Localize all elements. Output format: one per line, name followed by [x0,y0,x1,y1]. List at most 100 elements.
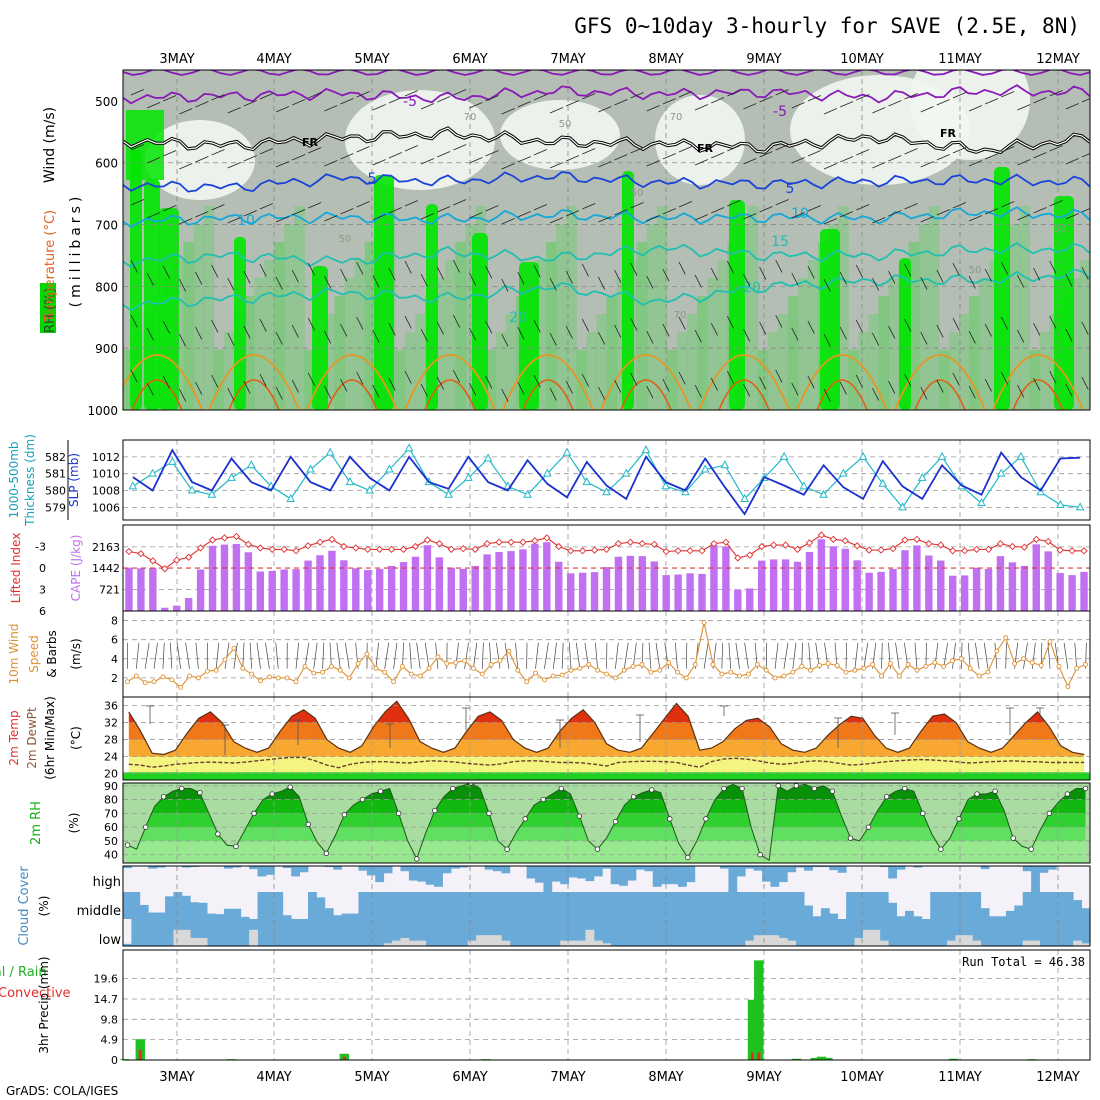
wind-barb [791,272,799,286]
rh-moist-column [596,314,607,410]
temp-color-band [128,701,1085,723]
wind-barb [291,269,299,283]
wind-speed-point [320,669,326,675]
cloud-cell-high [1047,866,1057,870]
cloud-cell-middle [341,913,351,919]
li-point [1044,537,1052,546]
wind-barb [1017,329,1025,343]
cloud-low-gap [1081,943,1090,946]
cape-bar [829,546,838,611]
rh-moist-column [183,242,195,410]
slp-frame [122,439,1091,521]
cloud-cell-middle [905,910,914,919]
temp-label-2: 2m DewPt [25,707,39,769]
saturated-column [1054,196,1074,410]
wind-barb [581,373,589,387]
cloud-cell-low [661,919,670,946]
cloud-cell-middle [476,892,485,919]
wind-barb [823,388,831,402]
temp-y-tick: 36 [104,700,118,713]
surface-wind-barb [735,642,740,669]
surface-wind-barb [481,642,484,669]
cloud-low-gap [190,937,200,946]
wind-barb [501,388,509,402]
li-point [328,535,336,543]
saturated-column [159,208,179,410]
wind-barb [630,92,644,99]
wind-barb [936,324,944,338]
rh-point [612,818,619,825]
cloud-cell-low [846,919,855,946]
rh-point [124,842,131,848]
li-point [698,547,706,555]
rh-point [793,783,799,789]
cloud-cell-low [341,919,351,946]
wind-speed-point [586,662,592,667]
wind-barb [1017,274,1025,288]
surface-wind-barb [568,642,572,669]
rh-moist-column [918,224,930,410]
cape-bar [674,574,682,611]
cloud-cell-low [1005,919,1015,946]
precip-conv-bar [750,1052,755,1060]
rh-point [359,796,366,803]
cape-bar [901,550,909,611]
precip-conv-bar [138,1049,142,1060]
wind-barb [823,333,831,347]
cloud-cell-middle [1064,892,1074,919]
wind-barb [985,98,999,105]
cloud-cell-low [602,919,612,946]
rh-moist-column [455,242,466,410]
cloud-cell-middle [812,916,822,919]
cloud-cell-high [686,866,696,883]
wind-barb [872,217,886,224]
rh-moist-column [838,206,849,410]
wind-barb [646,385,654,399]
rh-moist-column [1019,206,1031,410]
surface-wind-barb [655,642,661,669]
cloud-cell-high [736,866,746,877]
temp-y-tick: 24 [104,751,118,764]
precip-total-bar [823,1057,833,1060]
wind-speed-point [178,684,184,690]
wind-barb [936,269,944,283]
cloud-cell-high [980,866,990,870]
wind-barb [163,205,177,212]
cloud-low-gap [879,940,889,946]
wind-barb [791,327,799,341]
wind-speed-point [124,679,130,685]
cape-bar [626,555,635,611]
wind-speed-point [630,663,636,669]
cloud-cell-middle [694,892,704,919]
cape-bar [960,575,969,611]
cloud-cell-low [417,919,427,946]
wind-barb [549,332,557,346]
cloud-cell-low [223,919,233,946]
cloud-cell-high [661,866,670,885]
wind-speed-point [710,662,716,667]
cloud-cell-middle [492,892,502,919]
cloud-cell-middle [131,892,141,919]
cloud-cell-low [963,919,973,946]
wind-barb [888,210,902,217]
rh-point [504,846,510,852]
rh-moist-column [656,206,668,410]
cape-bar [972,567,981,611]
precip-y-tick: 0 [111,1054,118,1067]
wind-barb [308,202,322,209]
surface-wind-barb [623,642,629,669]
li-point [543,534,551,542]
rh-point [215,831,221,837]
precip-conv-bar [757,1052,761,1060]
thickness-point [720,460,730,469]
cloud-layer-label: low [99,933,122,948]
wind-barb [904,263,912,277]
cloud-cell-middle [257,892,267,919]
cloud-cell-middle [711,892,721,919]
cape-bar [805,551,814,611]
wind-barb [211,319,219,333]
cloud-cell-middle [879,892,889,919]
wind-barb [501,218,515,225]
wind-barb [307,317,315,331]
temp-line [128,700,1085,756]
